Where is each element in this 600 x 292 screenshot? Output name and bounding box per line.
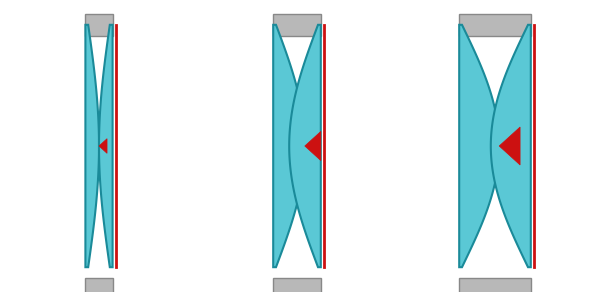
Polygon shape <box>499 127 520 165</box>
Bar <box>85 278 113 292</box>
Bar <box>273 278 321 292</box>
Polygon shape <box>305 131 321 161</box>
Polygon shape <box>289 25 321 267</box>
Polygon shape <box>491 25 531 267</box>
Bar <box>85 14 113 36</box>
Polygon shape <box>273 25 305 267</box>
Polygon shape <box>459 25 499 267</box>
Bar <box>459 278 531 292</box>
Polygon shape <box>85 25 99 267</box>
Polygon shape <box>99 25 113 267</box>
Polygon shape <box>99 139 107 153</box>
Bar <box>273 14 321 36</box>
Bar <box>459 14 531 36</box>
